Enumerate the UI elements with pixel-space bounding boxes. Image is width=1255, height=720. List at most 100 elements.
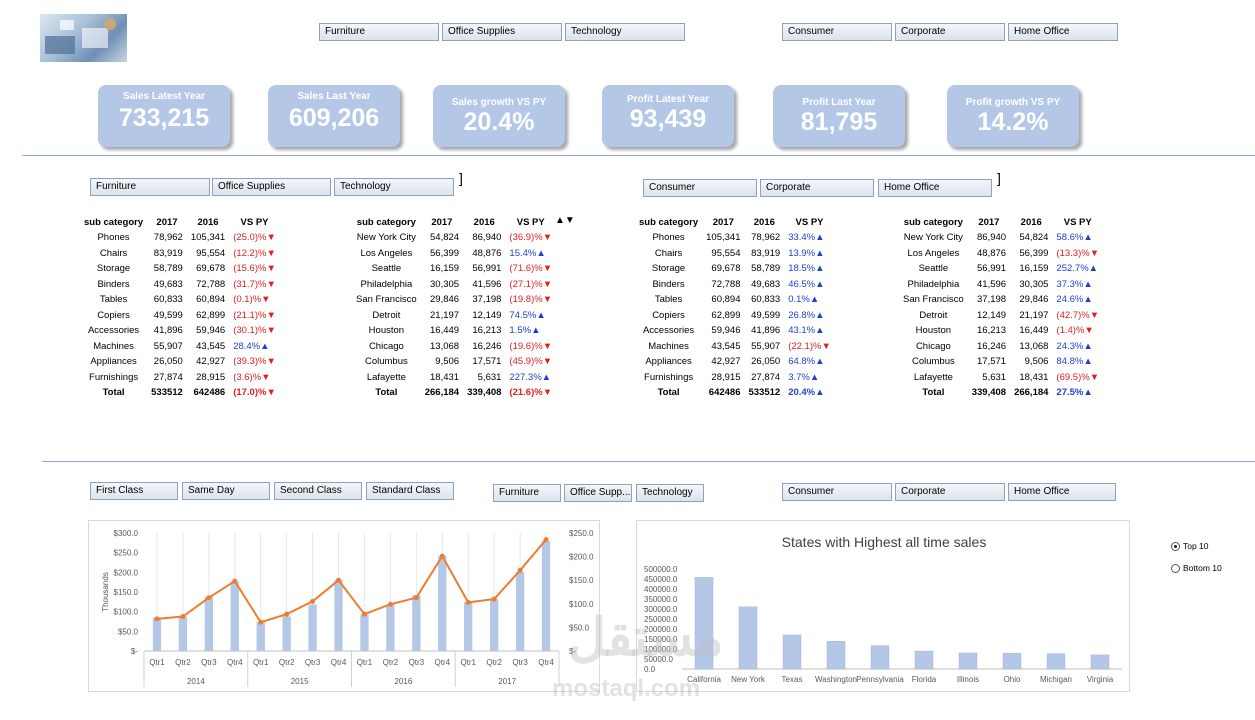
up-arrow-icon: ▲ [815, 325, 825, 337]
table-row: Copiers 49,599 62,899 (21.1)%▼ [80, 308, 280, 324]
table-row: Lafayette 18,431 5,631 227.3%▲ [352, 370, 556, 386]
slicer-category-office-supplies-mid[interactable]: Office Supplies [212, 178, 331, 196]
radio-top-10[interactable]: Top 10 [1171, 541, 1209, 551]
slicer-segment-home-office-top[interactable]: Home Office [1008, 23, 1118, 41]
slicer-segment-corporate-bottom[interactable]: Corporate [895, 483, 1005, 501]
cell-vs-py: (13.3)%▼ [1052, 246, 1103, 262]
slicer-bracket: ] [459, 170, 463, 186]
cell-value: 42,927 [711, 356, 741, 368]
vs-py-value: 18.5% [788, 263, 816, 275]
column-header: 2016 [1020, 216, 1042, 228]
cell-value: 58,789 [751, 263, 781, 275]
x-tick-label: Qtr4 [331, 658, 347, 667]
cell-vs-py: (3.6)%▼ [229, 370, 280, 386]
table-row: Binders 72,788 49,683 46.5%▲ [635, 277, 835, 293]
cell-label: Philadelphia [360, 278, 413, 290]
cell-vs-py: (19.6)%▼ [505, 339, 556, 355]
table-row: Machines 43,545 55,907 (22.1)%▼ [635, 339, 835, 355]
watermark-latin: mostaql.com [552, 675, 701, 702]
slicer-category-furniture-mid[interactable]: Furniture [90, 178, 210, 196]
radio-dot-selected[interactable] [1171, 541, 1180, 551]
up-arrow-icon: ▲ [1083, 387, 1093, 399]
radio-bottom-10[interactable]: Bottom 10 [1171, 563, 1222, 573]
cell-value: 16,246 [977, 340, 1007, 352]
cell-value: 12,149 [977, 309, 1007, 321]
cell-value: 28,915 [196, 371, 226, 383]
cell-label: Philadelphia [907, 278, 960, 290]
cell-label: Appliances [645, 356, 692, 368]
vs-py-value: (22.1)% [788, 340, 822, 352]
slicer-category-furniture-top[interactable]: Furniture [319, 23, 439, 41]
table-total-row: Total 642486 533512 20.4%▲ [635, 385, 835, 401]
cell-value: 642486 [193, 387, 226, 399]
slicer-segment-corporate-mid[interactable]: Corporate [760, 179, 874, 197]
slicer-bracket: ] [997, 170, 1001, 186]
year-label: 2015 [291, 677, 309, 686]
slicer-ship-first-class[interactable]: First Class [90, 482, 178, 500]
x-tick-label: Qtr4 [227, 658, 243, 667]
table-total-row: Total 266,184 339,408 (21.6)%▼ [352, 385, 556, 401]
slicer-ship-standard-class[interactable]: Standard Class [366, 482, 454, 500]
state-bar [914, 650, 934, 670]
column-header: 2017 [978, 216, 1000, 228]
vs-py-value: (13.3)% [1056, 247, 1090, 259]
slicer-ship-same-day[interactable]: Same Day [182, 482, 270, 500]
up-arrow-icon: ▲ [1083, 340, 1093, 352]
up-arrow-icon: ▲ [531, 325, 541, 337]
sales-bar [490, 599, 499, 651]
state-bar [1090, 654, 1110, 670]
vs-py-value: (36.9)% [509, 232, 543, 244]
vs-py-value: (30.1)% [233, 325, 267, 337]
cell-value: 266,184 [1014, 387, 1049, 399]
cell-label: Appliances [90, 356, 137, 368]
slicer-segment-corporate-top[interactable]: Corporate [895, 23, 1005, 41]
vs-py-value: 227.3% [509, 371, 542, 383]
column-header: VS PY [795, 216, 824, 228]
slicer-category-office-supplies-bottom[interactable]: Office Supp... [564, 484, 632, 502]
cell-vs-py: 3.7%▲ [784, 370, 835, 386]
trend-point [180, 614, 186, 620]
cell-value: 105,341 [190, 232, 226, 244]
trend-point [413, 595, 419, 601]
cell-value: 62,899 [711, 309, 741, 321]
cell-vs-py: 58.6%▲ [1052, 230, 1103, 246]
column-header: 2017 [712, 216, 734, 228]
table-row: Binders 49,683 72,788 (31.7)%▼ [80, 277, 280, 293]
slicer-ship-second-class[interactable]: Second Class [274, 482, 362, 500]
radio-dot[interactable] [1171, 563, 1180, 573]
down-arrow-icon: ▼ [542, 232, 553, 244]
cell-value: 41,596 [977, 278, 1007, 290]
slicer-category-technology-bottom[interactable]: Technology [636, 484, 704, 502]
cell-vs-py: (1.4)%▼ [1052, 323, 1103, 339]
cell-vs-py: (30.1)%▼ [229, 323, 280, 339]
up-arrow-icon: ▲ [815, 247, 825, 259]
cell-vs-py: (39.3)%▼ [229, 354, 280, 370]
slicer-segment-home-office-mid[interactable]: Home Office [878, 179, 992, 197]
kpi-sales-latest-year: Sales Latest Year 733,215 [98, 85, 230, 147]
slicer-segment-consumer-top[interactable]: Consumer [782, 23, 892, 41]
kpi-label: Profit growth VS PY [965, 97, 1061, 108]
down-arrow-icon: ▼ [542, 356, 553, 368]
slicer-segment-home-office-bottom[interactable]: Home Office [1008, 483, 1116, 501]
cell-label: Chairs [99, 247, 128, 259]
slicer-segment-consumer-mid[interactable]: Consumer [643, 179, 757, 197]
cell-label: Total [375, 387, 398, 399]
vs-py-value: (21.1)% [233, 309, 267, 321]
vs-py-value: (69.5)% [1056, 371, 1090, 383]
slicer-category-technology-mid[interactable]: Technology [334, 178, 454, 196]
x-tick-label: Qtr3 [512, 658, 528, 667]
y-tick-label: 400000.0 [644, 585, 678, 594]
cell-vs-py: 27.5%▲ [1052, 385, 1103, 401]
slicer-category-technology-top[interactable]: Technology [565, 23, 685, 41]
slicer-category-office-supplies-top[interactable]: Office Supplies [442, 23, 562, 41]
year-label: 2014 [187, 677, 205, 686]
cell-label: Chicago [368, 340, 404, 352]
cell-value: 69,678 [711, 263, 741, 275]
slicer-category-furniture-bottom[interactable]: Furniture [493, 484, 561, 502]
vs-py-value: (71.6)% [509, 263, 543, 275]
down-arrow-icon: ▼ [542, 263, 553, 275]
cell-value: 16,449 [430, 325, 460, 337]
trend-line [156, 538, 547, 624]
slicer-segment-consumer-bottom[interactable]: Consumer [782, 483, 892, 501]
cell-value: 105,341 [706, 232, 741, 244]
